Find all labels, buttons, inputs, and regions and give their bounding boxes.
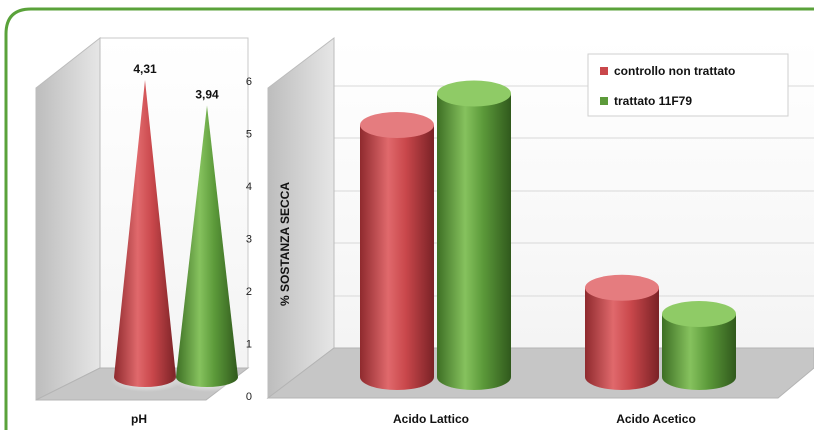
cylinder-bar-treated xyxy=(437,80,511,390)
y-tick-label: 2 xyxy=(246,286,252,298)
cylinder-top xyxy=(360,112,434,138)
cylinder-body xyxy=(360,125,434,390)
category-label: Acido Acetico xyxy=(616,412,696,426)
cylinder-top xyxy=(585,274,659,301)
data-label: 3,94 xyxy=(195,87,219,101)
cylinder-bar-control xyxy=(360,112,434,390)
legend: controllo non trattato trattato 11F79 xyxy=(587,53,789,117)
legend-entry-control: controllo non trattato xyxy=(614,64,735,78)
cone-body xyxy=(176,105,238,387)
chart-frame xyxy=(4,7,814,430)
cylinder-bar-control xyxy=(585,274,659,390)
y-tick-label: 0 xyxy=(246,391,252,403)
y-axis-title: % SOSTANZA SECCA xyxy=(278,182,292,306)
legend-swatch-control xyxy=(600,67,608,75)
y-tick-label: 4 xyxy=(246,181,252,193)
cone-bar-treated xyxy=(176,105,238,387)
legend-swatch-treated xyxy=(600,97,608,105)
ph-side-wall xyxy=(35,36,101,401)
acid-chart: 0 1 2 3 4 5 6 % SOSTANZA SECCA Acido Lattico Ac… xyxy=(246,36,814,426)
ph-chart: 4,31 3,94 pH xyxy=(35,36,250,426)
legend-entry-treated: trattato 11F79 xyxy=(614,94,692,108)
cylinder-top xyxy=(437,80,511,107)
category-label: Acido Lattico xyxy=(393,412,469,426)
cylinder-body xyxy=(585,287,659,390)
data-label: 4,31 xyxy=(133,62,157,76)
cone-bar-control xyxy=(114,80,176,387)
y-tick-label: 5 xyxy=(246,129,252,141)
legend-box xyxy=(587,53,789,117)
y-tick-label: 1 xyxy=(246,339,252,351)
cylinder-bar-treated xyxy=(662,301,736,390)
ph-category-label: pH xyxy=(131,412,147,426)
cylinder-top xyxy=(662,301,736,327)
cone-body xyxy=(114,80,176,387)
cylinder-body xyxy=(437,93,511,390)
cylinder-body xyxy=(662,314,736,390)
y-tick-label: 6 xyxy=(246,76,252,88)
y-tick-label: 3 xyxy=(246,234,252,246)
